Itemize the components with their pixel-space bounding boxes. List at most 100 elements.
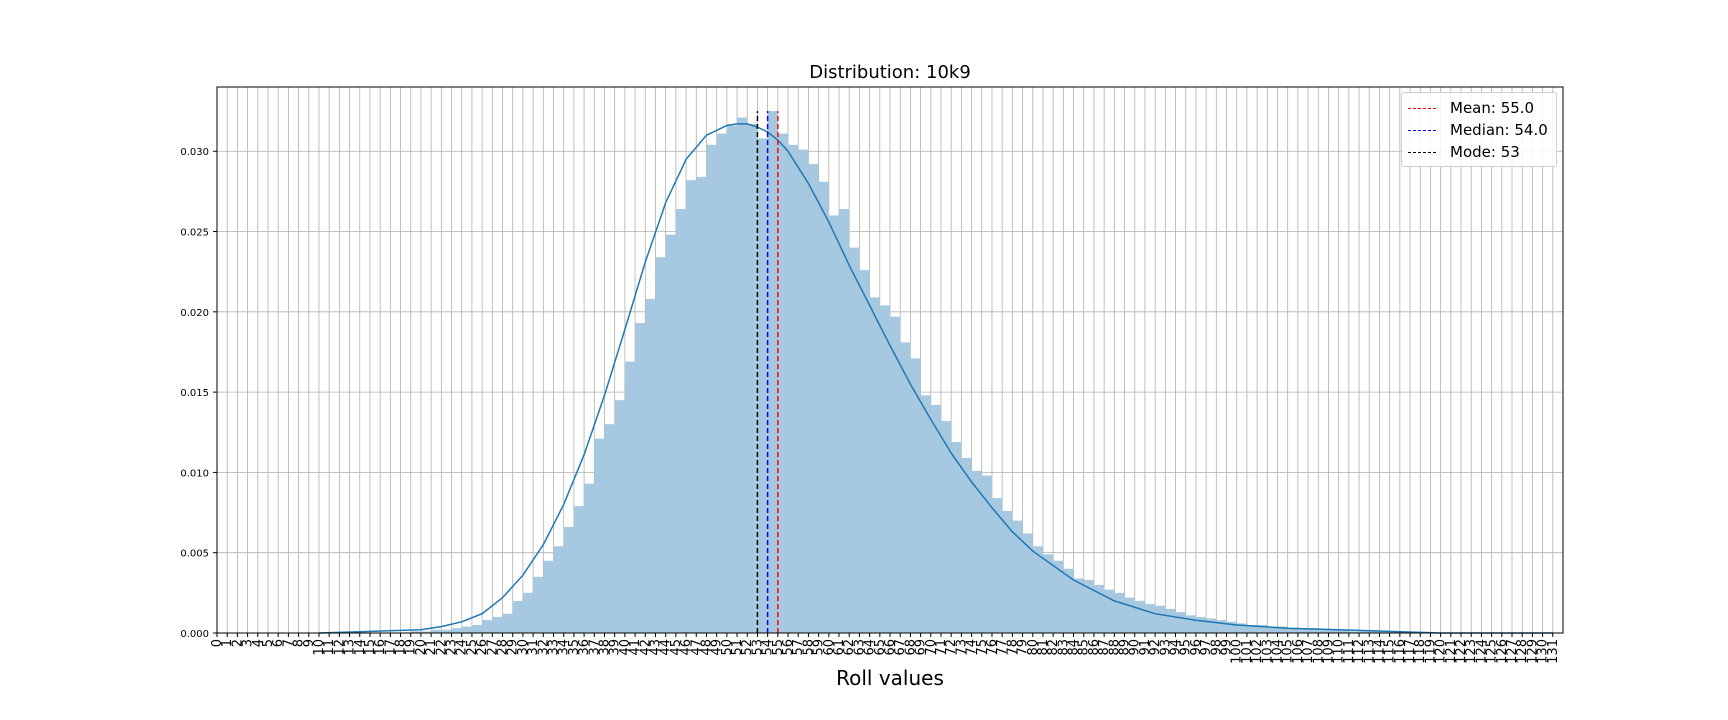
histogram-bar [1287,628,1298,633]
x-tick-label: 43 [648,639,663,656]
legend-swatch-mode [1408,151,1436,153]
x-tick-label: 116 [1393,639,1408,664]
x-tick-label: 87 [1097,639,1112,656]
histogram-bar [1369,631,1380,633]
x-tick-label: 1 [220,639,235,647]
x-tick-label: 76 [985,639,1000,656]
x-tick-label: 89 [1118,639,1133,656]
x-tick-label: 20 [414,639,429,656]
histogram-bar [1236,623,1247,633]
x-tick-label: 22 [434,639,449,656]
x-tick-label: 126 [1495,639,1510,664]
histogram-bar [696,176,707,633]
histogram-bar [839,209,850,633]
x-tick-label: 65 [873,639,888,656]
histogram-bar [726,125,738,634]
x-tick-label: 118 [1413,639,1428,664]
x-tick-label: 7 [281,639,296,647]
histogram-bar [533,576,544,633]
x-tick-label: 121 [1444,639,1459,664]
x-tick-label: 52 [740,639,755,656]
histogram-bar [818,181,829,633]
kde-curve [318,123,1553,634]
x-tick-label: 67 [893,639,908,656]
histogram-bar [1277,626,1288,633]
x-tick-label: 50 [720,639,735,656]
x-tick-label: 27 [485,639,500,656]
x-tick-label: 12 [332,639,347,656]
histogram-bar [645,298,656,633]
x-tick-label: 123 [1464,639,1479,664]
histogram-bar [920,395,931,633]
histogram-bar [686,180,697,633]
histogram-bar [471,624,483,633]
legend-label-mode: Mode: 53 [1450,143,1520,161]
legend-item-mean: Mean: 55.0 [1408,97,1534,119]
histogram-bar [553,546,564,633]
x-tick-label: 26 [475,639,490,656]
x-tick-label: 32 [536,639,551,656]
x-tick-label: 54 [761,639,776,656]
x-tick-label: 96 [1189,639,1204,656]
histogram-bar [1226,621,1237,633]
histogram-bar [910,358,921,633]
histogram-bar [1165,608,1176,633]
histogram-bar [991,498,1003,633]
histogram-bar [1195,616,1207,633]
x-tick-label: 129 [1525,639,1540,664]
x-tick-label: 57 [791,639,806,656]
x-tick-label: 33 [547,639,562,656]
x-tick-label: 15 [363,639,378,656]
x-tick-label: 84 [1067,639,1082,656]
x-tick-label: 47 [689,639,704,656]
histogram-bar [900,342,911,633]
histogram-bar [1328,629,1339,633]
x-tick-label: 97 [1199,639,1214,656]
x-tick-label: 25 [465,639,480,656]
x-tick-label: 99 [1220,639,1235,656]
histogram-bar [961,457,972,633]
x-tick-label: 109 [1321,639,1336,664]
x-tick-label: 130 [1536,639,1551,664]
histogram-bar [1002,510,1013,633]
y-tick-label: 0.030 [180,147,209,158]
x-tick-label: 117 [1403,639,1418,664]
x-tick-label: 29 [506,639,521,656]
x-tick-label: 106 [1291,639,1306,664]
histogram-bar [951,441,962,633]
legend: Mean: 55.0 Median: 54.0 Mode: 53 [1401,92,1557,167]
legend-item-median: Median: 54.0 [1408,119,1548,141]
x-tick-label: 91 [1138,639,1153,656]
histogram-bar [859,270,870,633]
histogram-bar [675,209,687,633]
x-tick-label: 119 [1423,639,1438,664]
histogram-bar [1297,628,1309,633]
x-tick-label: 60 [822,639,837,656]
x-tick-label: 28 [496,639,511,656]
x-tick-label: 56 [781,639,796,656]
histogram-bar [1318,629,1329,633]
y-tick-label: 0.015 [180,388,209,399]
x-tick-label: 38 [597,639,612,656]
histogram-bar [716,133,727,633]
x-tick-label: 110 [1332,639,1347,664]
histogram-bar [584,483,595,633]
histogram-bar [706,144,717,633]
x-tick-label: 37 [587,639,602,656]
x-tick-label: 45 [669,639,684,656]
histogram-bar [849,247,860,633]
x-tick-label: 108 [1311,639,1326,664]
histogram-bar [1114,592,1125,633]
histogram-bar [1012,520,1023,633]
histogram-bar [1073,578,1084,633]
histogram-bar [1257,624,1268,633]
x-tick-label: 69 [914,639,929,656]
x-tick-label: 5 [261,639,276,647]
x-tick-label: 105 [1281,639,1296,664]
x-tick-label: 13 [343,639,358,656]
histogram-bar [1124,597,1135,633]
histogram-bar [1063,568,1074,633]
x-tick-label: 78 [1005,639,1020,656]
x-tick-label: 71 [934,639,949,656]
